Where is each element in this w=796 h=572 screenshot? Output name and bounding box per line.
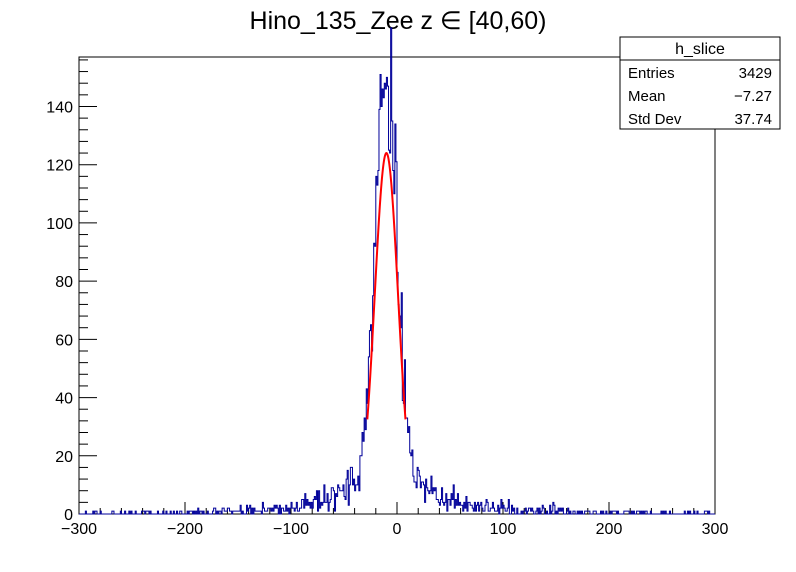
x-tick-label: 100 — [490, 521, 517, 538]
y-tick-label: 60 — [55, 332, 73, 349]
gaussian-fit-curve — [366, 152, 407, 420]
y-tick-label: 140 — [46, 99, 73, 116]
y-tick-label: 40 — [55, 391, 73, 408]
stats-box: h_slice Entries 3429 Mean −7.27 Std Dev … — [619, 36, 781, 130]
x-tick-label: 200 — [596, 521, 623, 538]
y-tick-label: 0 — [64, 507, 73, 524]
y-tick-label: 80 — [55, 274, 73, 291]
x-tick-label: −300 — [61, 521, 97, 538]
x-tick-label: −200 — [167, 521, 203, 538]
y-tick-label: 120 — [46, 158, 73, 175]
x-tick-label: −100 — [273, 521, 309, 538]
stats-mean-value: −7.27 — [734, 88, 772, 105]
y-tick-label: 20 — [55, 449, 73, 466]
stats-entries-value: 3429 — [739, 65, 772, 82]
x-tick-label: 0 — [393, 521, 402, 538]
stats-stddev-label: Std Dev — [628, 111, 682, 128]
stats-box-title: h_slice — [675, 41, 725, 58]
stats-mean-label: Mean — [628, 88, 666, 105]
axis-ticks: −300 −200 −100 0 100 200 300 0 20 40 60 80 100 120 140 — [46, 59, 729, 538]
x-tick-label: 300 — [702, 521, 729, 538]
stats-entries-label: Entries — [628, 65, 675, 82]
stats-box-frame — [619, 36, 781, 130]
chart-title: Hino_135_Zee z ∈ [40,60) — [250, 7, 547, 35]
y-tick-label: 100 — [46, 216, 73, 233]
stats-stddev-value: 37.74 — [734, 111, 772, 128]
